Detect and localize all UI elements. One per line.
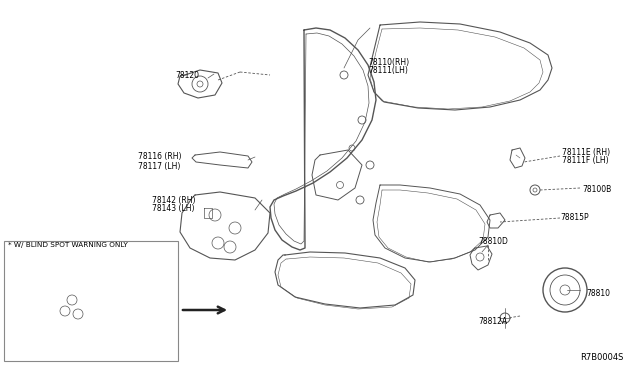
- Text: 78120: 78120: [175, 71, 199, 80]
- Text: 78100B: 78100B: [582, 186, 611, 195]
- Text: 78127 (LH): 78127 (LH): [8, 333, 51, 341]
- Text: R7B0004S: R7B0004S: [580, 353, 623, 362]
- Text: 78810: 78810: [586, 289, 610, 298]
- Text: * W/ BLIND SPOT WARNING ONLY: * W/ BLIND SPOT WARNING ONLY: [8, 242, 128, 248]
- Text: 78111(LH): 78111(LH): [368, 67, 408, 76]
- Text: 78143 (LH): 78143 (LH): [152, 205, 195, 214]
- Text: 78117 (LH): 78117 (LH): [138, 161, 180, 170]
- Text: 78810D: 78810D: [478, 237, 508, 247]
- FancyBboxPatch shape: [4, 241, 178, 361]
- Text: 78116 (RH): 78116 (RH): [138, 153, 182, 161]
- Text: 78111E (RH): 78111E (RH): [562, 148, 610, 157]
- Text: 78812A: 78812A: [478, 317, 507, 327]
- Text: 78111F (LH): 78111F (LH): [562, 157, 609, 166]
- Text: 78110(RH): 78110(RH): [368, 58, 409, 67]
- Text: 78142 (RH): 78142 (RH): [152, 196, 195, 205]
- Text: 78126 (RH): 78126 (RH): [8, 324, 51, 333]
- Text: 78815P: 78815P: [560, 214, 589, 222]
